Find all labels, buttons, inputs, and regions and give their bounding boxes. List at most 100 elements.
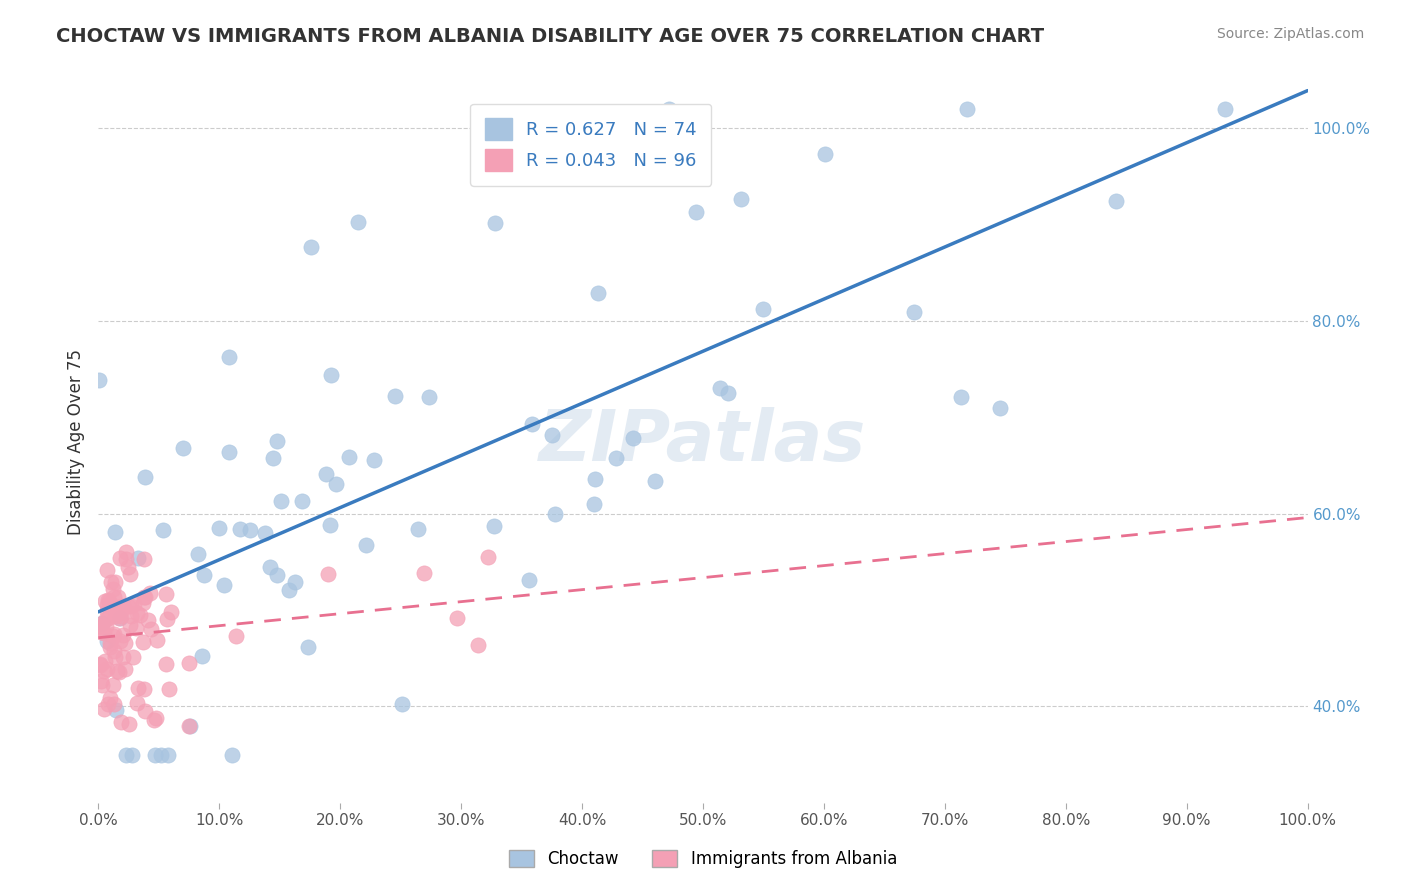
Point [583,472,606,486]
Point [93,665,115,679]
Point [89,657,111,672]
Point [89,620,111,634]
Point [110,714,132,729]
Point [150,747,173,762]
Point [90,625,112,640]
Point [391,697,413,711]
Point [108,611,131,625]
Point [193,568,215,582]
Point [582,497,605,511]
Point [100,574,122,589]
Point [89,673,111,688]
Point [254,526,277,541]
Point [291,493,314,508]
Point [467,638,489,652]
Point [319,368,342,382]
Point [319,518,342,533]
Point [299,240,322,254]
Point [120,609,142,624]
Point [105,664,128,678]
Point [605,451,627,466]
Point [97,593,120,607]
Point [146,632,169,647]
Point [117,717,139,731]
Point [218,350,240,364]
Point [127,550,149,565]
Point [108,606,131,620]
Point [297,640,319,655]
Point [517,574,540,588]
Point [114,552,136,566]
Point [218,445,240,459]
Point [484,216,506,230]
Point [105,599,128,614]
Point [93,626,115,640]
Point [157,681,180,696]
Point [125,696,148,710]
Point [115,545,138,559]
Legend: Choctaw, Immigrants from Albania: Choctaw, Immigrants from Albania [502,843,904,875]
Point [484,519,506,533]
Point [221,747,243,762]
Point [142,713,165,727]
Point [96,563,118,577]
Point [94,655,117,669]
Point [101,629,124,643]
Point [132,590,155,604]
Point [114,636,136,650]
Point [101,678,124,692]
Point [363,453,385,467]
Point [103,644,125,658]
Point [134,704,156,718]
Point [752,301,775,316]
Point [730,192,752,206]
Point [141,622,163,636]
Point [89,373,111,387]
Point [346,214,368,228]
Point [98,640,121,655]
Point [96,604,118,618]
Point [100,636,122,650]
Point [187,547,209,561]
Point [121,747,143,762]
Point [621,431,644,445]
Point [132,682,155,697]
Point [104,574,127,589]
Point [112,628,135,642]
Point [110,609,132,624]
Text: Source: ZipAtlas.com: Source: ZipAtlas.com [1216,27,1364,41]
Point [132,635,155,649]
Text: ZIPatlas: ZIPatlas [540,407,866,476]
Point [1215,102,1237,116]
Point [212,578,235,592]
Text: CHOCTAW VS IMMIGRANTS FROM ALBANIA DISABILITY AGE OVER 75 CORRELATION CHART: CHOCTAW VS IMMIGRANTS FROM ALBANIA DISAB… [56,27,1045,45]
Point [266,568,288,582]
Point [266,434,288,448]
Point [325,477,347,491]
Point [177,657,200,671]
Point [177,719,200,733]
Point [446,610,468,624]
Point [413,566,436,580]
Point [120,599,142,614]
Point [172,442,194,456]
Point [155,657,177,672]
Point [108,605,131,619]
Point [91,619,114,633]
Point [522,417,544,431]
Point [1105,194,1128,209]
Point [155,587,177,601]
Point [949,390,972,404]
Point [543,507,565,521]
Point [96,633,118,648]
Point [145,711,167,725]
Point [239,524,262,538]
Point [262,451,284,466]
Point [270,493,292,508]
Point [208,521,231,535]
Point [354,538,377,552]
Point [179,719,201,733]
Point [136,613,159,627]
Point [93,702,115,716]
Point [97,611,120,625]
